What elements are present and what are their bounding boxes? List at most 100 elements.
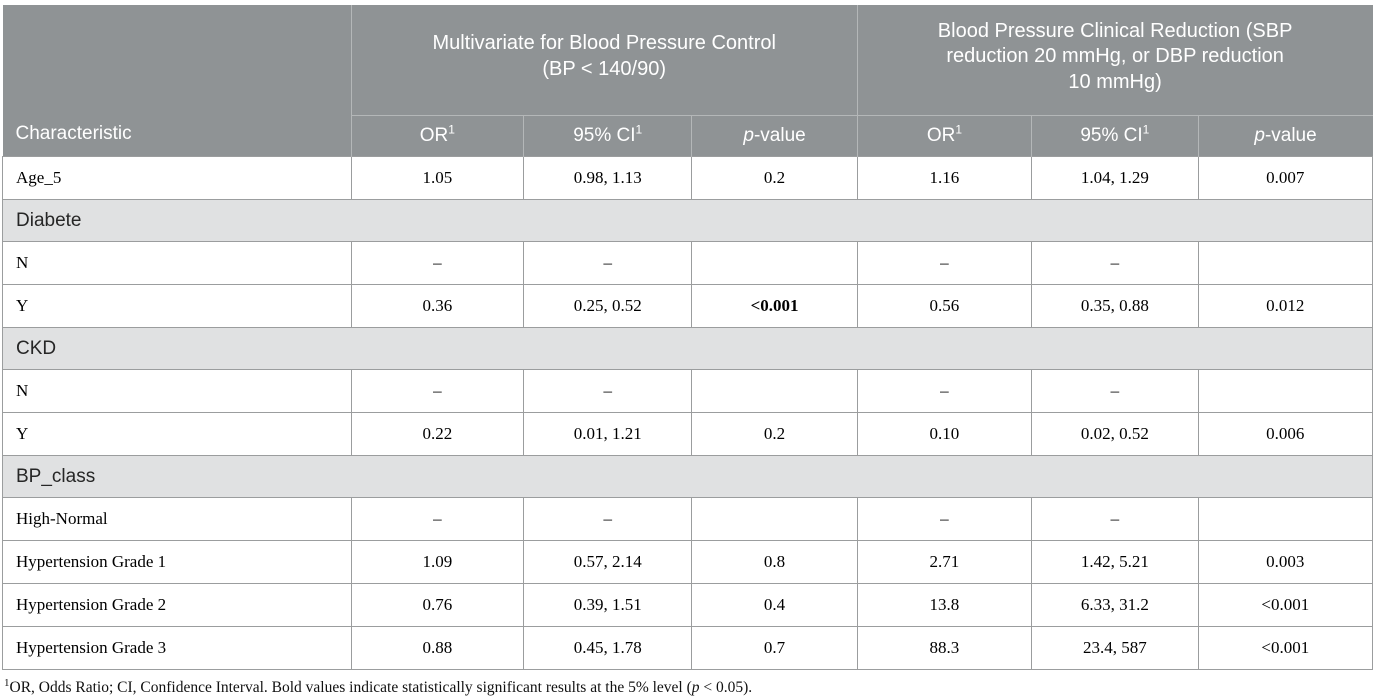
- row-label: High-Normal: [2, 497, 352, 541]
- pvalue-cell: 0.2: [691, 412, 858, 456]
- section-label: BP_class: [2, 455, 1373, 498]
- ci-cell: –: [1031, 497, 1199, 541]
- ci-cell: 0.01, 1.21: [523, 412, 693, 456]
- ci-cell: –: [1031, 369, 1199, 413]
- or-cell: –: [350, 241, 525, 285]
- pvalue-cell: <0.001: [1197, 583, 1374, 627]
- footnote-marker: 1: [448, 122, 455, 137]
- column-header-characteristic: Characteristic: [2, 5, 352, 157]
- column-header-or-1: OR1: [350, 115, 524, 157]
- or-cell: 1.09: [350, 540, 525, 584]
- section-label: Diabete: [2, 199, 1373, 242]
- column-header-pvalue-1: p-value: [691, 115, 858, 157]
- footnote-text: < 0.05).: [699, 679, 753, 696]
- column-header-ci-2: 95% CI1: [1031, 115, 1199, 157]
- section-row-bp-class: BP_class: [2, 455, 1373, 498]
- ci-cell: –: [523, 369, 693, 413]
- group-header-multivariate: Multivariate for Blood Pressure Control …: [350, 5, 858, 116]
- or-cell: 0.76: [350, 583, 525, 627]
- footnote-marker: 1: [955, 122, 962, 137]
- pvalue-cell: <0.001: [691, 284, 858, 328]
- or-cell: –: [856, 369, 1033, 413]
- row-label: Age_5: [2, 156, 352, 200]
- section-row-ckd: CKD: [2, 327, 1373, 370]
- pvalue-cell: 0.007: [1197, 156, 1374, 200]
- or-cell: –: [350, 369, 525, 413]
- section-row-diabete: Diabete: [2, 199, 1373, 242]
- pvalue-cell: 0.4: [691, 583, 858, 627]
- or-cell: 0.22: [350, 412, 525, 456]
- row-label: Hypertension Grade 2: [2, 583, 352, 627]
- row-label: Y: [2, 412, 352, 456]
- ci-cell: 0.39, 1.51: [523, 583, 693, 627]
- or-cell: 13.8: [856, 583, 1033, 627]
- ci-cell: 0.57, 2.14: [523, 540, 693, 584]
- or-cell: 2.71: [856, 540, 1033, 584]
- table-row-hypertension-grade-3: Hypertension Grade 3 0.88 0.45, 1.78 0.7…: [2, 626, 1374, 670]
- or-cell: 0.88: [350, 626, 525, 670]
- or-cell: –: [856, 497, 1033, 541]
- paper-table-figure: Characteristic Multivariate for Blood Pr…: [0, 5, 1375, 697]
- column-header-or-2: OR1: [856, 115, 1032, 157]
- footnote-text: OR, Odds Ratio; CI, Confidence Interval.…: [9, 679, 692, 696]
- group2-line1: Blood Pressure Clinical Reduction (SBP: [937, 19, 1293, 42]
- ci-cell: –: [523, 497, 693, 541]
- ci-cell: –: [1031, 241, 1199, 285]
- footnote-marker: 1: [1142, 122, 1150, 137]
- group2-line3: 10 mmHg): [1068, 70, 1162, 93]
- footnote-marker: 1: [4, 676, 10, 689]
- or-cell: 0.56: [856, 284, 1033, 328]
- pvalue-cell: [1197, 241, 1374, 285]
- footnote-p: p: [691, 679, 700, 696]
- column-header-ci-1: 95% CI1: [523, 115, 692, 157]
- table-body: Age_5 1.05 0.98, 1.13 0.2 1.16 1.04, 1.2…: [2, 156, 1374, 670]
- table-row-ckd-n: N – – – –: [2, 369, 1374, 413]
- row-label: N: [2, 241, 352, 285]
- ci-cell: –: [523, 241, 693, 285]
- ci-cell: 0.98, 1.13: [523, 156, 693, 200]
- ci-cell: 6.33, 31.2: [1031, 583, 1199, 627]
- group2-line2: reduction 20 mmHg, or DBP reduction: [946, 45, 1284, 68]
- table-row-ckd-y: Y 0.22 0.01, 1.21 0.2 0.10 0.02, 0.52 0.…: [2, 412, 1374, 456]
- pvalue-cell: 0.006: [1197, 412, 1374, 456]
- ci-cell: 0.02, 0.52: [1031, 412, 1199, 456]
- table-row-hypertension-grade-2: Hypertension Grade 2 0.76 0.39, 1.51 0.4…: [2, 583, 1374, 627]
- table-row-high-normal: High-Normal – – – –: [2, 497, 1374, 541]
- footnote-marker: 1: [635, 122, 643, 137]
- pvalue-cell: [691, 369, 858, 413]
- pvalue-cell: 0.8: [691, 540, 858, 584]
- or-cell: 88.3: [856, 626, 1033, 670]
- ci-cell: 1.04, 1.29: [1031, 156, 1199, 200]
- pvalue-cell: <0.001: [1197, 626, 1374, 670]
- pvalue-cell: 0.003: [1197, 540, 1374, 584]
- pvalue-cell: [691, 241, 858, 285]
- row-label: Hypertension Grade 3: [2, 626, 352, 670]
- group-header-row: Characteristic Multivariate for Blood Pr…: [2, 5, 1373, 157]
- row-label: N: [2, 369, 352, 413]
- or-cell: –: [350, 497, 525, 541]
- pvalue-cell: [1197, 369, 1374, 413]
- table-row-diabete-n: N – – – –: [2, 241, 1374, 285]
- group1-line1: Multivariate for Blood Pressure Control: [432, 32, 776, 55]
- or-cell: 1.16: [856, 156, 1033, 200]
- pvalue-cell: [691, 497, 858, 541]
- or-cell: 1.05: [350, 156, 525, 200]
- ci-cell: 0.35, 0.88: [1031, 284, 1199, 328]
- pvalue-cell: [1197, 497, 1374, 541]
- column-header-pvalue-2: p-value: [1197, 115, 1373, 157]
- ci-cell: 0.45, 1.78: [523, 626, 693, 670]
- row-label: Y: [2, 284, 352, 328]
- pvalue-cell: 0.7: [691, 626, 858, 670]
- group1-line2: (BP < 140/90): [542, 58, 666, 80]
- table-row-age5: Age_5 1.05 0.98, 1.13 0.2 1.16 1.04, 1.2…: [2, 156, 1374, 200]
- or-cell: 0.36: [350, 284, 525, 328]
- table-footnote: 1OR, Odds Ratio; CI, Confidence Interval…: [0, 670, 1375, 697]
- or-cell: 0.10: [856, 412, 1033, 456]
- group-header-clinical-reduction: Blood Pressure Clinical Reduction (SBP r…: [856, 5, 1373, 116]
- ci-cell: 0.25, 0.52: [523, 284, 693, 328]
- pvalue-cell: 0.2: [691, 156, 858, 200]
- table-header: Characteristic Multivariate for Blood Pr…: [2, 5, 1373, 157]
- section-label: CKD: [2, 327, 1373, 370]
- table-row-hypertension-grade-1: Hypertension Grade 1 1.09 0.57, 2.14 0.8…: [2, 540, 1374, 584]
- sub-header-row: OR1 95% CI1 p-value OR1 95% CI1 p-value: [3, 115, 1373, 157]
